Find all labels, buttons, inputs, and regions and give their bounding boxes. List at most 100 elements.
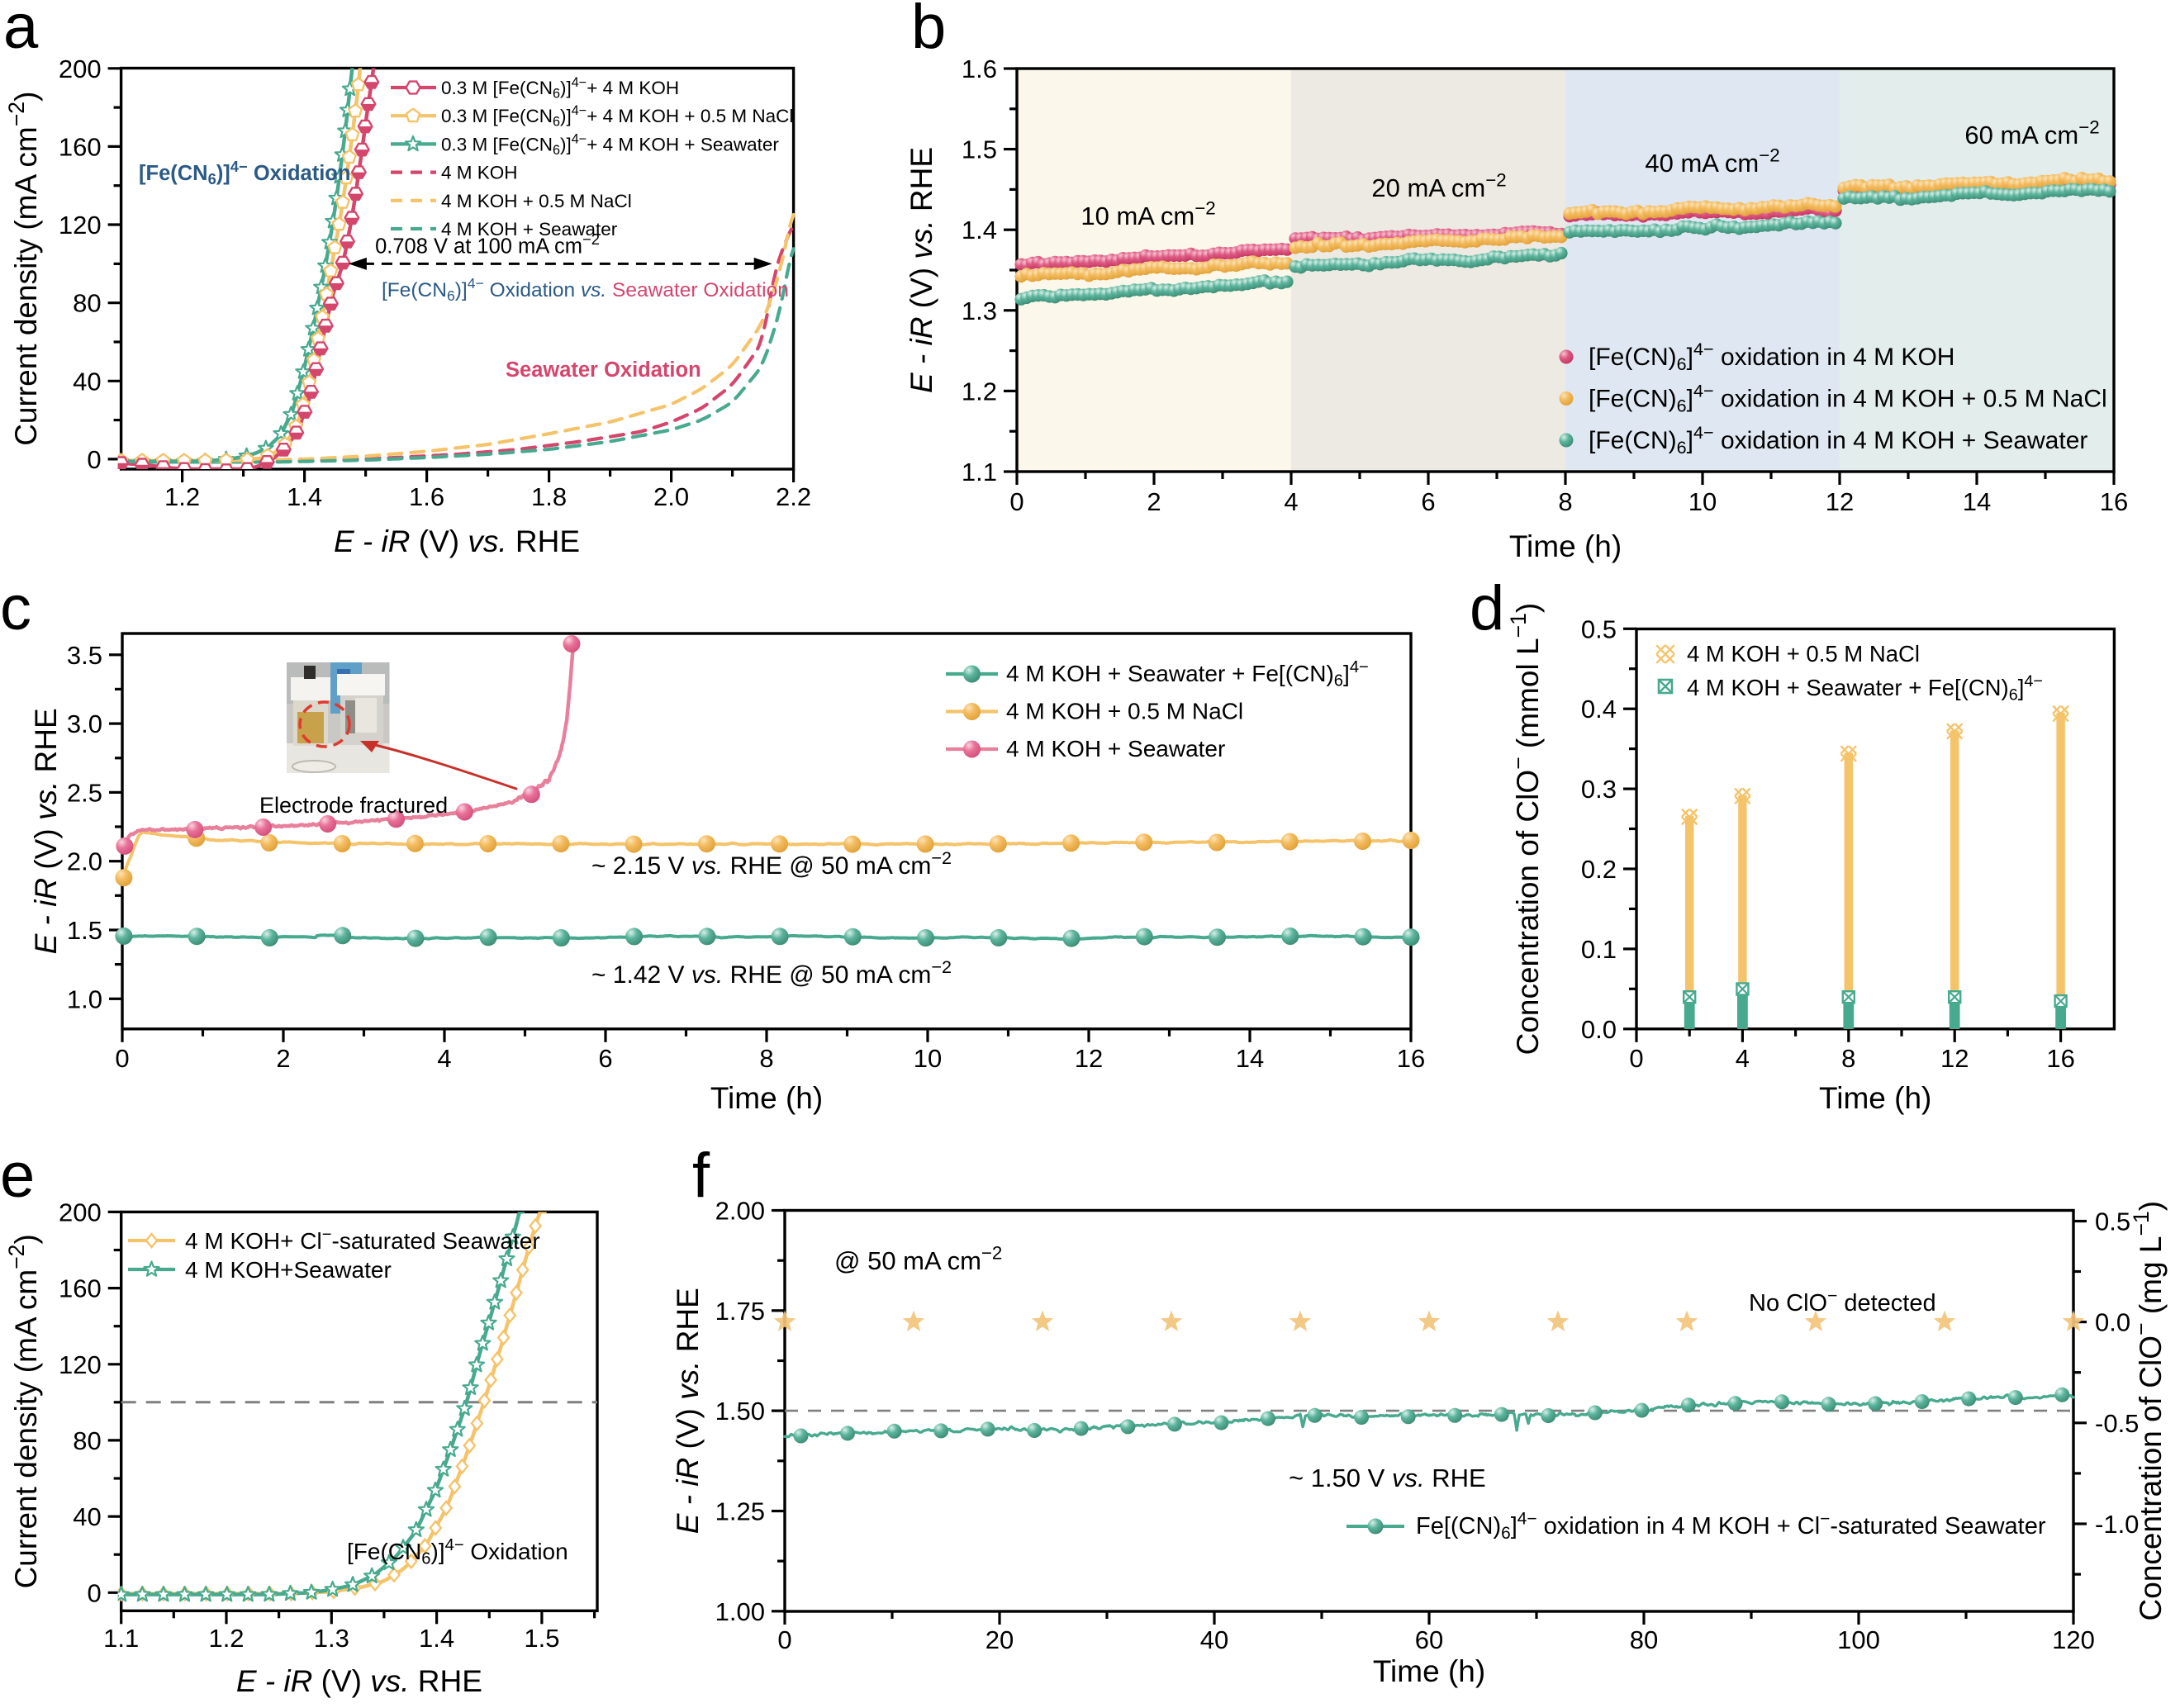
svg-text:Seawater Oxidation: Seawater Oxidation	[506, 358, 701, 382]
svg-text:1.1: 1.1	[103, 1624, 139, 1653]
svg-text:0: 0	[115, 1044, 129, 1073]
svg-text:~ 1.50 V vs. RHE: ~ 1.50 V vs. RHE	[1289, 1464, 1486, 1492]
svg-text:1.5: 1.5	[524, 1624, 559, 1653]
svg-text:0.0: 0.0	[1581, 1015, 1617, 1044]
svg-text:8: 8	[759, 1044, 773, 1073]
svg-text:2.0: 2.0	[653, 482, 689, 511]
svg-text:4 M KOH+ Cl−-saturated Seawate: 4 M KOH+ Cl−-saturated Seawater	[185, 1226, 540, 1254]
svg-text:40: 40	[1200, 1625, 1228, 1654]
svg-text:a: a	[3, 0, 39, 62]
svg-text:200: 200	[59, 55, 102, 83]
svg-text:1.4: 1.4	[419, 1624, 454, 1653]
svg-text:0.708 V at 100 mA cm−2: 0.708 V at 100 mA cm−2	[375, 230, 600, 258]
svg-text:E - iR (V) vs. RHE: E - iR (V) vs. RHE	[236, 1664, 482, 1698]
svg-text:120: 120	[59, 1350, 102, 1379]
svg-text:60: 60	[1415, 1625, 1443, 1654]
svg-text:E - iR (V) vs. RHE: E - iR (V) vs. RHE	[29, 708, 63, 954]
svg-text:4: 4	[1736, 1044, 1750, 1073]
svg-text:4 M KOH: 4 M KOH	[441, 163, 518, 183]
svg-text:2.5: 2.5	[67, 778, 102, 807]
svg-text:[Fe(CN)6]4− oxidation in 4 M K: [Fe(CN)6]4− oxidation in 4 M KOH + Seawa…	[1589, 422, 2087, 458]
svg-text:4 M KOH + 0.5 M NaCl: 4 M KOH + 0.5 M NaCl	[1006, 699, 1243, 724]
svg-text:6: 6	[1421, 487, 1435, 516]
svg-text:Current density (mA cm−2): Current density (mA cm−2)	[4, 92, 43, 446]
svg-text:Fe[(CN)6]4− oxidation in 4 M K: Fe[(CN)6]4− oxidation in 4 M KOH + Cl−-s…	[1416, 1509, 2046, 1542]
svg-text:1.0: 1.0	[67, 984, 102, 1013]
svg-text:16: 16	[1397, 1044, 1425, 1073]
svg-text:80: 80	[73, 1426, 101, 1455]
svg-text:2: 2	[276, 1044, 290, 1073]
svg-text:4 M KOH + 0.5 M NaCl: 4 M KOH + 0.5 M NaCl	[441, 191, 632, 211]
svg-text:f: f	[692, 1141, 710, 1211]
svg-text:[Fe(CN6)]4− Oxidation: [Fe(CN6)]4− Oxidation	[347, 1536, 568, 1568]
svg-text:1.2: 1.2	[962, 377, 997, 406]
svg-text:1.4: 1.4	[287, 482, 322, 511]
svg-text:1.3: 1.3	[962, 297, 997, 325]
svg-text:1.00: 1.00	[715, 1597, 765, 1626]
svg-text:0: 0	[87, 1578, 101, 1607]
svg-text:c: c	[0, 573, 31, 643]
svg-text:4 M KOH + 0.5 M NaCl: 4 M KOH + 0.5 M NaCl	[1687, 641, 1920, 667]
svg-text:[Fe(CN)6]4− oxidation in 4 M K: [Fe(CN)6]4− oxidation in 4 M KOH + 0.5 M…	[1589, 381, 2107, 416]
svg-text:1.5: 1.5	[962, 135, 997, 164]
svg-text:No ClO− detected: No ClO− detected	[1749, 1286, 1936, 1317]
svg-text:1.4: 1.4	[962, 216, 997, 244]
svg-text:1.6: 1.6	[409, 482, 444, 511]
svg-text:2: 2	[1147, 487, 1161, 516]
svg-text:[Fe(CN6)]4− Oxidation: [Fe(CN6)]4− Oxidation	[139, 158, 350, 187]
svg-text:10: 10	[914, 1044, 942, 1073]
svg-text:1.8: 1.8	[531, 482, 567, 511]
svg-text:Electrode fractured: Electrode fractured	[259, 793, 448, 818]
svg-text:2.0: 2.0	[67, 847, 102, 876]
svg-text:0.5: 0.5	[2095, 1207, 2130, 1236]
svg-text:12: 12	[1940, 1044, 1969, 1073]
svg-text:12: 12	[1826, 487, 1854, 516]
svg-text:1.25: 1.25	[715, 1497, 765, 1526]
svg-text:Concentration of ClO− (mmol L−: Concentration of ClO− (mmol L−1)	[1506, 603, 1545, 1056]
svg-text:1.75: 1.75	[715, 1297, 765, 1326]
svg-text:0.3 M [Fe(CN6)]4−+ 4 M KOH + 0: 0.3 M [Fe(CN6)]4−+ 4 M KOH + 0.5 M NaCl	[441, 103, 793, 130]
svg-text:Current density (mA cm−2): Current density (mA cm−2)	[4, 1234, 43, 1588]
svg-text:14: 14	[1236, 1044, 1264, 1073]
svg-text:8: 8	[1841, 1044, 1855, 1073]
svg-text:1.1: 1.1	[962, 458, 997, 486]
svg-text:0.3 M [Fe(CN6)]4−+ 4 M KOH: 0.3 M [Fe(CN6)]4−+ 4 M KOH	[441, 75, 679, 102]
svg-text:4 M KOH + Seawater + Fe[(CN)6]: 4 M KOH + Seawater + Fe[(CN)6]4−	[1687, 672, 2043, 705]
svg-text:2.00: 2.00	[715, 1197, 765, 1226]
svg-text:Time (h): Time (h)	[1819, 1081, 1931, 1115]
svg-text:1.2: 1.2	[164, 482, 200, 511]
svg-text:0.5: 0.5	[1581, 614, 1617, 643]
svg-text:Time (h): Time (h)	[1373, 1654, 1485, 1688]
svg-text:100: 100	[1837, 1625, 1880, 1654]
svg-text:1.2: 1.2	[208, 1624, 244, 1653]
svg-text:12: 12	[1075, 1044, 1103, 1073]
svg-text:~ 1.42 V vs. RHE @ 50 mA cm−2: ~ 1.42 V vs. RHE @ 50 mA cm−2	[591, 956, 952, 989]
svg-text:0: 0	[1629, 1044, 1643, 1073]
svg-text:160: 160	[59, 132, 102, 161]
svg-text:1.50: 1.50	[715, 1397, 765, 1426]
svg-text:0: 0	[1009, 487, 1024, 516]
svg-text:120: 120	[59, 211, 102, 240]
svg-text:3.0: 3.0	[67, 709, 102, 738]
svg-text:80: 80	[73, 289, 101, 318]
svg-text:E - iR (V) vs. RHE: E - iR (V) vs. RHE	[905, 147, 938, 393]
svg-text:0: 0	[87, 445, 101, 474]
svg-text:[Fe(CN6)]4− Oxidation vs. Seaw: [Fe(CN6)]4− Oxidation vs. Seawater Oxida…	[382, 275, 789, 304]
svg-text:10 mA cm−2: 10 mA cm−2	[1081, 198, 1215, 230]
svg-text:0.3: 0.3	[1581, 775, 1617, 804]
svg-text:[Fe(CN)6]4− oxidation in 4 M K: [Fe(CN)6]4− oxidation in 4 M KOH	[1589, 339, 1954, 374]
svg-text:20: 20	[986, 1625, 1014, 1654]
svg-text:0.4: 0.4	[1581, 695, 1617, 724]
svg-text:6: 6	[598, 1044, 612, 1073]
svg-text:0: 0	[777, 1625, 791, 1654]
svg-text:16: 16	[2100, 487, 2128, 516]
svg-text:4: 4	[437, 1044, 451, 1073]
svg-text:40 mA cm−2: 40 mA cm−2	[1645, 145, 1779, 178]
svg-text:60 mA cm−2: 60 mA cm−2	[1964, 117, 2099, 149]
svg-text:3.5: 3.5	[67, 641, 102, 670]
svg-text:4: 4	[1284, 487, 1298, 516]
svg-text:1.3: 1.3	[314, 1624, 349, 1653]
svg-text:2.2: 2.2	[776, 482, 811, 511]
svg-text:-0.5: -0.5	[2095, 1409, 2139, 1438]
svg-text:@ 50 mA cm−2: @ 50 mA cm−2	[834, 1243, 1002, 1275]
